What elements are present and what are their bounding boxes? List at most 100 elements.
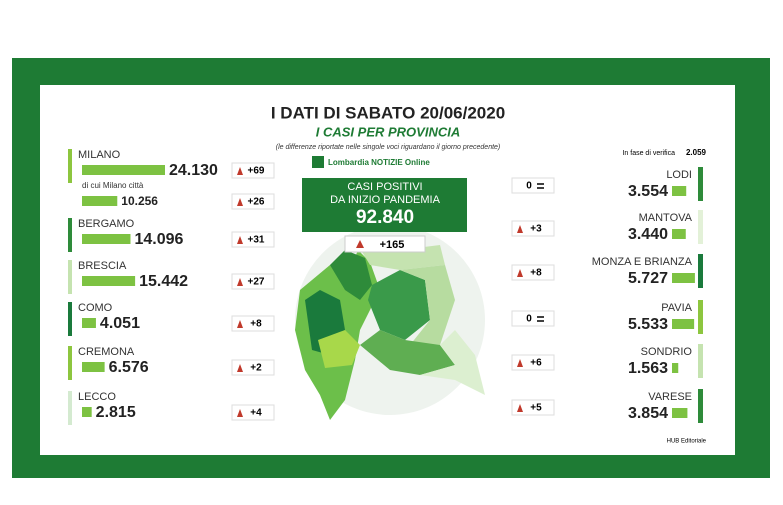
arrow-up [237,198,243,206]
change: +4 [250,408,262,419]
province-value: 14.096 [134,231,183,248]
province-value: 3.440 [628,226,668,243]
province-name: COMO [78,302,113,314]
map-milano [318,330,360,368]
change: 0 [526,181,532,192]
logo-icon [312,156,324,168]
stripe [698,344,703,378]
arrow-up [237,167,243,175]
province-value: 5.727 [628,270,668,287]
arrow-up [237,364,243,372]
arrow-up [237,409,243,417]
bar [672,186,687,196]
change: +8 [250,319,262,330]
bar [82,407,92,417]
bar [82,234,131,244]
stripe [698,167,703,201]
arrow-up [356,240,364,248]
map-bergamo [368,270,430,340]
province-value: 5.533 [628,316,668,333]
province-name: MILANO [78,149,121,161]
total-change-box [344,235,426,253]
province-value: 15.442 [139,273,188,290]
bar [82,196,118,206]
change: +8 [530,268,542,279]
bar [672,273,695,283]
province-value: 10.256 [121,194,158,208]
footer: HUB Editoriale [667,439,707,445]
province-value: 24.130 [169,162,218,179]
verifica-label: In fase di verifica [622,150,675,157]
province-value: 3.854 [628,405,668,422]
arrow-up [517,404,523,412]
map [295,240,485,420]
change: +5 [530,403,542,414]
change: +31 [248,235,265,246]
stripe [68,260,72,294]
stripe [698,210,703,244]
bar [82,362,105,372]
province-value: 6.576 [109,359,149,376]
map-como [330,250,372,300]
change-box [511,310,555,327]
stripe [68,391,72,425]
stripe [68,149,72,183]
stripe [698,254,703,288]
verifica-value: 2.059 [686,148,707,157]
change: +69 [248,166,265,177]
province-name: CREMONA [78,346,135,358]
change: +27 [248,277,265,288]
province-name: di cui Milano città [82,181,144,190]
bar [82,318,96,328]
change: +2 [250,363,262,374]
map-brescia [400,265,455,345]
stripe [68,218,72,252]
stripe [68,346,72,380]
arrow-up [517,269,523,277]
arrow-up [237,278,243,286]
province-name: LODI [666,169,692,181]
bar [82,276,136,286]
stripe [698,300,703,334]
arrow-up [237,236,243,244]
province-name: MANTOVA [639,212,693,224]
note: (le differenze riportate nelle singole v… [276,144,501,151]
bar [672,229,686,239]
province-value: 1.563 [628,360,668,377]
province-name: MONZA E BRIANZA [592,256,693,268]
province-name: SONDRIO [641,346,693,358]
province-name: PAVIA [661,302,692,314]
map-cremona [360,330,455,375]
map-mantova [420,330,485,395]
title: I DATI DI SABATO 20/06/2020 [271,103,505,122]
logo: Lombardia NOTIZIE Online [328,158,430,167]
province-name: BRESCIA [78,260,127,272]
province-value: 4.051 [100,315,140,332]
total-value: 92.840 [356,207,414,228]
province-name: BERGAMO [78,218,135,230]
arrow-up [517,225,523,233]
province-value: 3.554 [628,183,668,200]
arrow-up [237,320,243,328]
change-box [511,177,555,194]
province-name: VARESE [648,391,692,403]
bar [672,319,695,329]
stripe [68,302,72,336]
total-label: CASI POSITIVI [347,181,422,193]
change: +26 [248,197,265,208]
total-label: DA INIZIO PANDEMIA [330,194,440,206]
change: 0 [526,314,532,325]
subtitle: I CASI PER PROVINCIA [316,124,460,139]
change: +3 [530,224,542,235]
bar [82,165,165,175]
bar [672,363,679,373]
province-value: 2.815 [96,404,136,421]
total-change: +165 [380,239,405,251]
stripe [698,389,703,423]
change: +6 [530,358,542,369]
bar [672,408,688,418]
arrow-up [517,359,523,367]
province-name: LECCO [78,391,116,403]
total-box [302,178,467,232]
